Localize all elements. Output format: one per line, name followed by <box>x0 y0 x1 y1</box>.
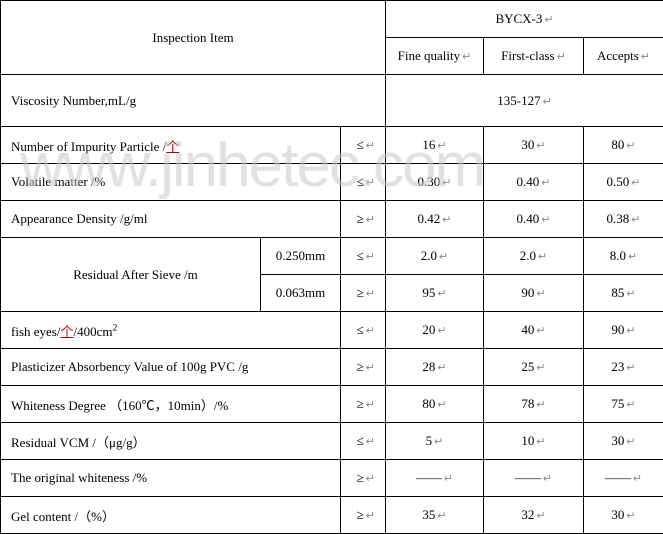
grade-first-header: First-class↵ <box>484 38 584 75</box>
fisheyes-first: 40↵ <box>484 312 584 349</box>
volatile-fine: 0.30↵ <box>386 164 484 201</box>
row-impurity: Number of Impurity Particle /个 ≤↵ 16↵ 30… <box>1 127 663 164</box>
impurity-label: Number of Impurity Particle /个 <box>1 127 341 164</box>
impurity-fine: 16↵ <box>386 127 484 164</box>
plasticizer-op: ≥↵ <box>341 349 386 386</box>
residual-sub-2: 0.063mm <box>261 275 341 312</box>
residual-fine-1: 2.0↵ <box>386 238 484 275</box>
orig-white-first: ——↵ <box>484 460 584 497</box>
density-label: Appearance Density /g/ml <box>1 201 341 238</box>
row-plasticizer: Plasticizer Absorbency Value of 100g PVC… <box>1 349 663 386</box>
plasticizer-accepts: 23↵ <box>584 349 663 386</box>
density-first: 0.40↵ <box>484 201 584 238</box>
impurity-accepts: 80↵ <box>584 127 663 164</box>
header-row-1: Inspection Item BYCX-3↵ <box>1 1 663 38</box>
residual-sub-1: 0.250mm <box>261 238 341 275</box>
volatile-op: ≤↵ <box>341 164 386 201</box>
residual-fine-2: 95↵ <box>386 275 484 312</box>
row-vcm: Residual VCM /（μg/g） ≤↵ 5↵ 10↵ 30↵ <box>1 423 663 460</box>
grade-fine-header: Fine quality↵ <box>386 38 484 75</box>
orig-white-op: ≥↵ <box>341 460 386 497</box>
vcm-accepts: 30↵ <box>584 423 663 460</box>
whiteness-accepts: 75↵ <box>584 386 663 423</box>
impurity-op: ≤↵ <box>341 127 386 164</box>
residual-first-1: 2.0↵ <box>484 238 584 275</box>
viscosity-value: 135-127↵ <box>386 75 663 127</box>
row-whiteness: Whiteness Degree （160℃，10min）/% ≥↵ 80↵ 7… <box>1 386 663 423</box>
spec-table: Inspection Item BYCX-3↵ Fine quality↵ Fi… <box>0 0 663 534</box>
fisheyes-label: fish eyes/个/400cm2 <box>1 312 341 349</box>
orig-white-label: The original whiteness /% <box>1 460 341 497</box>
residual-accepts-1: 8.0↵ <box>584 238 663 275</box>
plasticizer-label: Plasticizer Absorbency Value of 100g PVC… <box>1 349 341 386</box>
grade-accepts-header: Accepts↵ <box>584 38 663 75</box>
fisheyes-fine: 20↵ <box>386 312 484 349</box>
volatile-first: 0.40↵ <box>484 164 584 201</box>
whiteness-first: 78↵ <box>484 386 584 423</box>
row-density: Appearance Density /g/ml ≥↵ 0.42↵ 0.40↵ … <box>1 201 663 238</box>
density-op: ≥↵ <box>341 201 386 238</box>
residual-op-1: ≤↵ <box>341 238 386 275</box>
whiteness-label: Whiteness Degree （160℃，10min）/% <box>1 386 341 423</box>
product-header: BYCX-3↵ <box>386 1 663 38</box>
plasticizer-first: 25↵ <box>484 349 584 386</box>
plasticizer-fine: 28↵ <box>386 349 484 386</box>
vcm-fine: 5↵ <box>386 423 484 460</box>
whiteness-op: ≥↵ <box>341 386 386 423</box>
density-fine: 0.42↵ <box>386 201 484 238</box>
vcm-label: Residual VCM /（μg/g） <box>1 423 341 460</box>
impurity-first: 30↵ <box>484 127 584 164</box>
residual-accepts-2: 85↵ <box>584 275 663 312</box>
row-residual-1: Residual After Sieve /m 0.250mm ≤↵ 2.0↵ … <box>1 238 663 275</box>
vcm-first: 10↵ <box>484 423 584 460</box>
inspection-item-header: Inspection Item <box>1 1 386 75</box>
fisheyes-accepts: 90↵ <box>584 312 663 349</box>
row-fisheyes: fish eyes/个/400cm2 ≤↵ 20↵ 40↵ 90↵ <box>1 312 663 349</box>
density-accepts: 0.38↵ <box>584 201 663 238</box>
volatile-label: Volatile matter /% <box>1 164 341 201</box>
viscosity-label: Viscosity Number,mL/g <box>1 75 386 127</box>
residual-first-2: 90↵ <box>484 275 584 312</box>
row-volatile: Volatile matter /% ≤↵ 0.30↵ 0.40↵ 0.50↵ <box>1 164 663 201</box>
row-viscosity: Viscosity Number,mL/g 135-127↵ <box>1 75 663 127</box>
residual-label: Residual After Sieve /m <box>1 238 261 312</box>
row-orig-white: The original whiteness /% ≥↵ ——↵ ——↵ ——↵ <box>1 460 663 497</box>
vcm-op: ≤↵ <box>341 423 386 460</box>
residual-op-2: ≥↵ <box>341 275 386 312</box>
volatile-accepts: 0.50↵ <box>584 164 663 201</box>
fisheyes-op: ≤↵ <box>341 312 386 349</box>
orig-white-fine: ——↵ <box>386 460 484 497</box>
orig-white-accepts: ——↵ <box>584 460 663 497</box>
whiteness-fine: 80↵ <box>386 386 484 423</box>
